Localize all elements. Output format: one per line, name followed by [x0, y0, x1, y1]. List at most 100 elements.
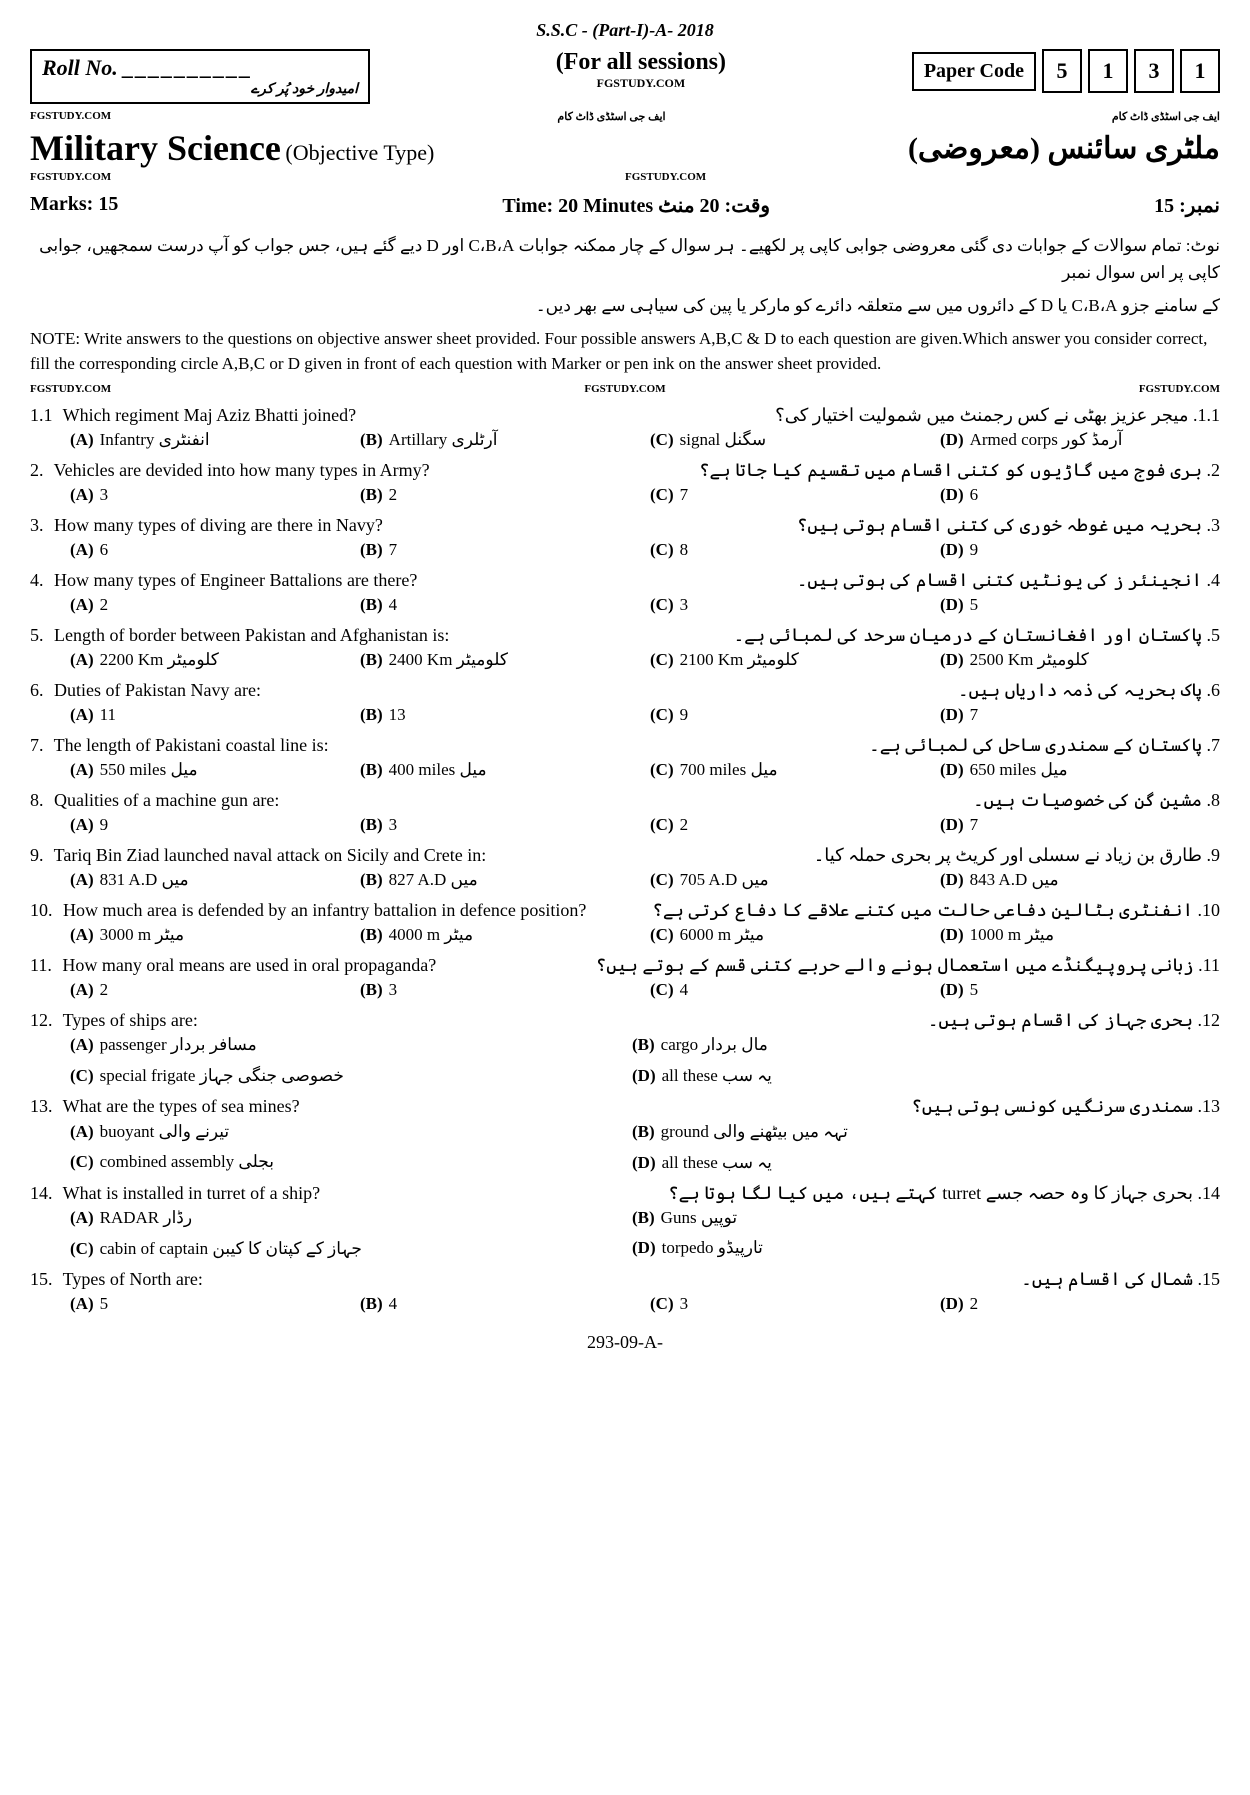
question-text-ur: 14. بحری جہاز کا وہ حصہ جسے turret کہتے …: [668, 1183, 1220, 1204]
option[interactable]: (A)5: [70, 1294, 350, 1314]
option[interactable]: (B)Guns توپیں: [632, 1208, 1184, 1228]
question-number-en: 11.: [30, 955, 52, 975]
option[interactable]: (B)7: [360, 540, 640, 560]
option-text: ground تہہ میں بیٹھنے والی: [661, 1122, 848, 1141]
watermark-line-1: FGSTUDY.COM ایف جی اسٹڈی ڈاٹ کام ایف جی …: [30, 110, 1220, 123]
roll-no-box: Roll No. __________ امیدوار خود پُر کرے: [30, 49, 370, 104]
option-text: 13: [389, 705, 406, 724]
option[interactable]: (C)8: [650, 540, 930, 560]
question-number-en: 7.: [30, 735, 44, 755]
option[interactable]: (D)5: [940, 595, 1220, 615]
option-text: 2: [970, 1294, 979, 1313]
option[interactable]: (C)700 miles میل: [650, 760, 930, 780]
question-text-en: 7. The length of Pakistani coastal line …: [30, 735, 329, 756]
option[interactable]: (C)special frigate خصوصی جنگی جہاز: [70, 1065, 622, 1086]
option[interactable]: (A)6: [70, 540, 350, 560]
option[interactable]: (B)3: [360, 815, 640, 835]
option[interactable]: (D)all these یہ سب: [632, 1152, 1184, 1173]
option[interactable]: (B)2: [360, 485, 640, 505]
question-number-en: 12.: [30, 1010, 53, 1030]
question-text-en: 1.1 Which regiment Maj Aziz Bhatti joine…: [30, 405, 356, 426]
option[interactable]: (A)11: [70, 705, 350, 725]
option[interactable]: (B)13: [360, 705, 640, 725]
option-text: 700 miles میل: [680, 760, 778, 779]
option[interactable]: (B)4: [360, 1294, 640, 1314]
option-text: 6: [100, 540, 109, 559]
options-row: (A)RADAR رڈار (B)Guns توپیں (C)cabin of ca…: [70, 1208, 1220, 1259]
option[interactable]: (C)2: [650, 815, 930, 835]
option[interactable]: (C)2100 Km کلومیٹر: [650, 650, 930, 670]
option-label: (A): [70, 925, 94, 944]
option-text: 2: [389, 485, 398, 504]
option[interactable]: (A)550 miles میل: [70, 760, 350, 780]
option[interactable]: (C)7: [650, 485, 930, 505]
option[interactable]: (C)6000 m میٹر: [650, 925, 930, 945]
option[interactable]: (D)7: [940, 815, 1220, 835]
option[interactable]: (D)9: [940, 540, 1220, 560]
option[interactable]: (B)4000 m میٹر: [360, 925, 640, 945]
option-text: 5: [970, 595, 979, 614]
option[interactable]: (A)2: [70, 980, 350, 1000]
option-label: (C): [650, 1294, 674, 1313]
option[interactable]: (D)2: [940, 1294, 1220, 1314]
question-text-ur: 5. پاکستان اور افغانستان کے درمیان سرحد …: [734, 625, 1220, 646]
option-label: (A): [70, 1208, 94, 1227]
option[interactable]: (B)2400 Km کلومیٹر: [360, 650, 640, 670]
option[interactable]: (D)7: [940, 705, 1220, 725]
option[interactable]: (A)9: [70, 815, 350, 835]
watermark-fg-1: FGSTUDY.COM: [30, 110, 111, 123]
option[interactable]: (B)827 A.D میں: [360, 870, 640, 890]
option[interactable]: (C)combined assembly بجلی: [70, 1152, 622, 1173]
option[interactable]: (A)3000 m میٹر: [70, 925, 350, 945]
question-row: 9. Tariq Bin Ziad launched naval attack …: [30, 845, 1220, 866]
option[interactable]: (B)400 miles میل: [360, 760, 640, 780]
option[interactable]: (D)650 miles میل: [940, 760, 1220, 780]
option[interactable]: (D)6: [940, 485, 1220, 505]
question: 15. Types of North are:15. شمال کی اقسام…: [30, 1269, 1220, 1314]
question-row: 13. What are the types of sea mines?13. …: [30, 1096, 1220, 1117]
option-text: 6000 m میٹر: [680, 925, 764, 944]
option[interactable]: (A)RADAR رڈار: [70, 1208, 622, 1228]
option[interactable]: (B)ground تہہ میں بیٹھنے والی: [632, 1121, 1184, 1142]
option[interactable]: (C)9: [650, 705, 930, 725]
option-text: torpedo تارپیڈو: [662, 1238, 763, 1257]
option[interactable]: (A)3: [70, 485, 350, 505]
option[interactable]: (B)Artillary آرٹلری: [360, 430, 640, 450]
option[interactable]: (C)4: [650, 980, 930, 1000]
option-text: 11: [100, 705, 116, 724]
watermark-fg-2: FGSTUDY.COM: [30, 171, 111, 183]
option[interactable]: (C)cabin of captain جہاز کے کپتان کا کیب…: [70, 1238, 622, 1259]
option-text: 4: [389, 1294, 398, 1313]
option[interactable]: (D)Armed corps آرمڈ کور: [940, 430, 1220, 450]
options-row: (A)Infantry انفنٹری (B)Artillary آرٹلری (C…: [70, 430, 1220, 450]
option[interactable]: (C)3: [650, 1294, 930, 1314]
option[interactable]: (D)2500 Km کلومیٹر: [940, 650, 1220, 670]
option[interactable]: (A)2200 Km کلومیٹر: [70, 650, 350, 670]
option[interactable]: (D)all these یہ سب: [632, 1065, 1184, 1086]
option-label: (A): [70, 980, 94, 999]
option-label: (B): [360, 595, 383, 614]
option[interactable]: (A)Infantry انفنٹری: [70, 430, 350, 450]
option[interactable]: (C)signal سگنل: [650, 430, 930, 450]
paper-code-d1: 5: [1042, 49, 1082, 93]
paper-code-wrap: Paper Code 5 1 3 1: [912, 49, 1220, 93]
option-text: 5: [970, 980, 979, 999]
option[interactable]: (D)1000 m میٹر: [940, 925, 1220, 945]
option[interactable]: (D)5: [940, 980, 1220, 1000]
option-text: 1000 m میٹر: [970, 925, 1054, 944]
option[interactable]: (B)cargo مال بردار: [632, 1035, 1184, 1055]
exam-line: S.S.C - (Part-I)-A- 2018: [30, 20, 1220, 41]
option-label: (B): [360, 925, 383, 944]
option[interactable]: (B)4: [360, 595, 640, 615]
option[interactable]: (A)831 A.D میں: [70, 870, 350, 890]
question-row: 14. What is installed in turret of a shi…: [30, 1183, 1220, 1204]
option[interactable]: (B)3: [360, 980, 640, 1000]
option[interactable]: (C)705 A.D میں: [650, 870, 930, 890]
option[interactable]: (A)buoyant تیرنے والی: [70, 1121, 622, 1142]
option[interactable]: (D)torpedo تارپیڈو: [632, 1238, 1184, 1259]
option[interactable]: (A)passenger مسافر بردار: [70, 1035, 622, 1055]
question-text-en: 3. How many types of diving are there in…: [30, 515, 383, 536]
option[interactable]: (C)3: [650, 595, 930, 615]
option[interactable]: (D)843 A.D میں: [940, 870, 1220, 890]
option[interactable]: (A)2: [70, 595, 350, 615]
